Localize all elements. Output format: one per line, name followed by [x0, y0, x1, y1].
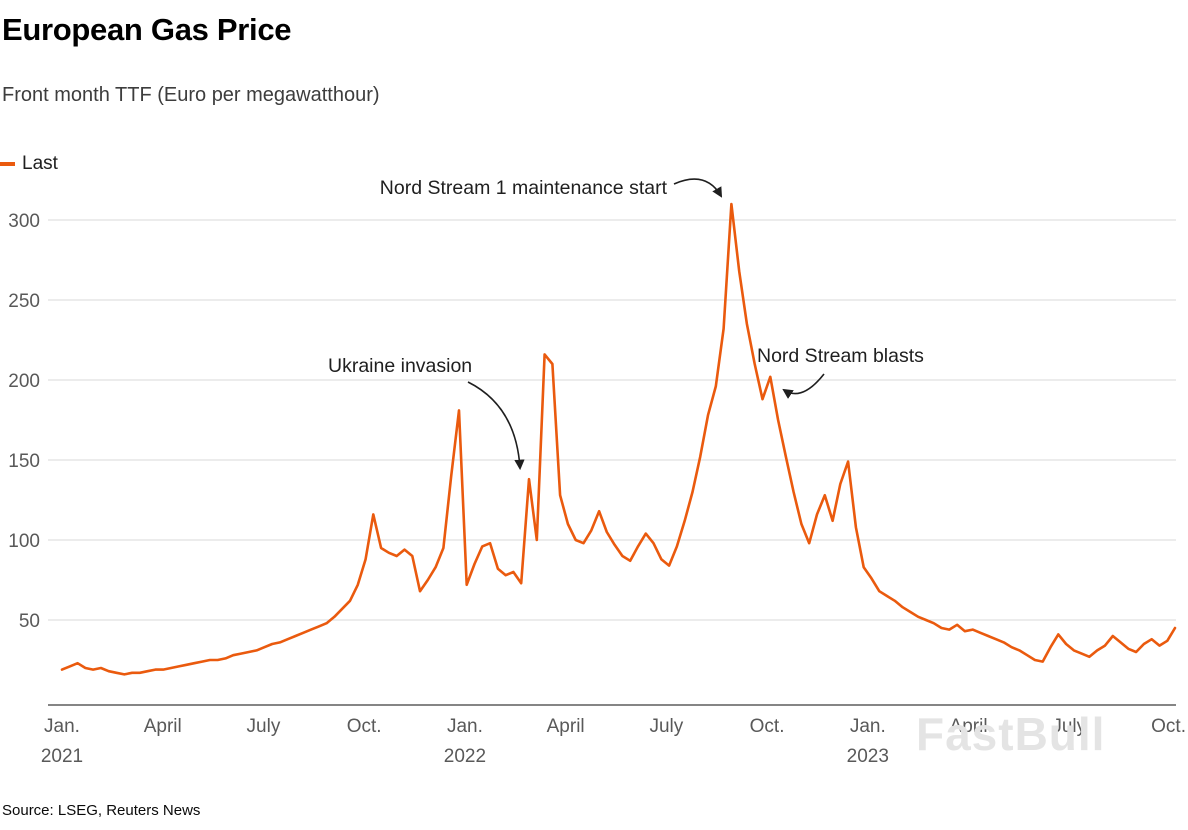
page-title: European Gas Price: [2, 12, 292, 47]
legend-line-swatch-icon: [0, 162, 15, 166]
x-tick-label: Jan.: [44, 716, 80, 737]
legend-label: Last: [22, 153, 58, 174]
price-line-series: [60, 202, 1177, 676]
y-tick-label: 50: [19, 611, 40, 632]
x-tick-year-label: 2022: [444, 746, 486, 767]
y-tick-label: 200: [8, 371, 40, 392]
x-tick-label: July: [649, 716, 683, 737]
legend: Last: [0, 153, 58, 175]
x-tick-year-label: 2021: [41, 746, 83, 767]
gas-price-line-chart: 50 100 150 200 250 300 Jan. 2021 April July Oct. Ja…: [8, 177, 1186, 767]
x-tick-label: Oct.: [750, 716, 785, 737]
x-tick-label: April: [144, 716, 182, 737]
x-tick-label: April: [950, 716, 988, 737]
chart-subtitle: Front month TTF (Euro per megawatthour): [2, 84, 380, 106]
annotation-arrow: [467, 381, 525, 471]
x-tick-year-label: 2023: [847, 746, 889, 767]
y-tick-label: 150: [8, 451, 40, 472]
x-tick-label: April: [547, 716, 585, 737]
watermark: FastBull: [916, 708, 1105, 760]
source-note: Source: LSEG, Reuters News: [2, 802, 201, 819]
annotation-label: Nord Stream blasts: [757, 345, 924, 367]
x-tick-label: Oct.: [347, 716, 382, 737]
annotation-label: Ukraine invasion: [328, 355, 472, 377]
x-tick-label: Jan.: [447, 716, 483, 737]
x-tick-label: July: [247, 716, 281, 737]
x-tick-label: July: [1052, 716, 1086, 737]
y-tick-label: 300: [8, 211, 40, 232]
annotation-label: Nord Stream 1 maintenance start: [380, 177, 668, 199]
annotation-arrow: [782, 373, 825, 399]
annotation-arrow: [673, 178, 723, 198]
x-tick-label: Jan.: [850, 716, 886, 737]
y-tick-label: 250: [8, 291, 40, 312]
x-tick-label: Oct.: [1151, 716, 1186, 737]
y-tick-label: 100: [8, 531, 40, 552]
